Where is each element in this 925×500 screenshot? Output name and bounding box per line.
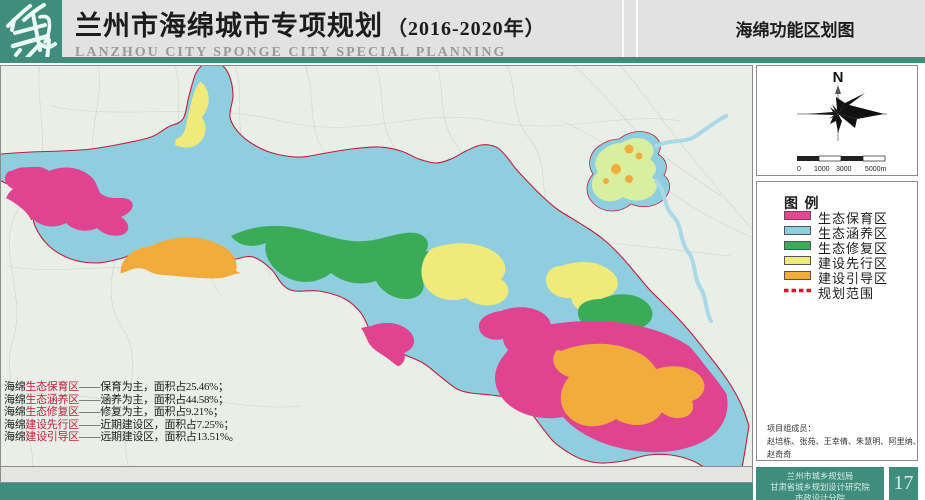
- svg-text:3000: 3000: [836, 166, 852, 173]
- svg-text:5000m: 5000m: [865, 166, 887, 173]
- svg-text:N: N: [833, 69, 844, 86]
- svg-text:1000: 1000: [814, 166, 830, 173]
- svg-text:0: 0: [797, 166, 801, 173]
